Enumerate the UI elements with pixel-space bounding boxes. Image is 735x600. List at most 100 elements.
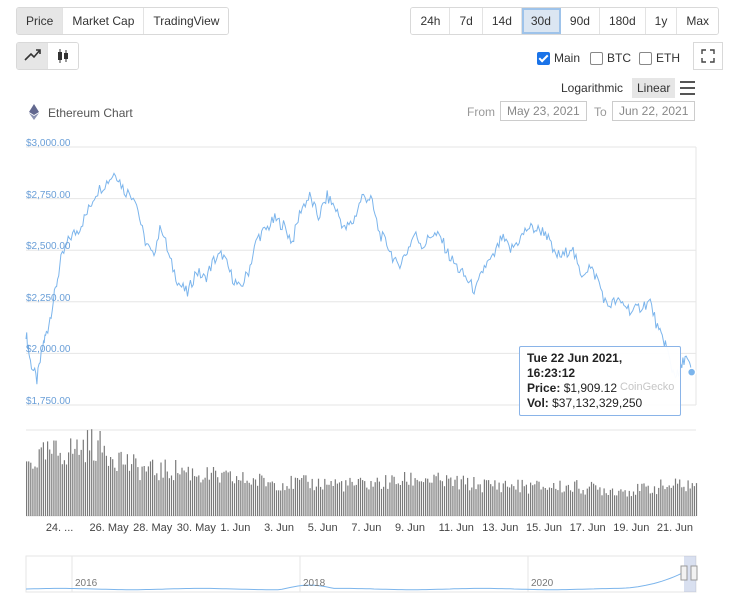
scale-linear-button[interactable]: Linear (632, 78, 676, 98)
volume-bar (534, 484, 536, 516)
fullscreen-button[interactable] (693, 42, 723, 70)
volume-bar (479, 484, 481, 516)
volume-bar (653, 486, 656, 516)
volume-bar (177, 473, 179, 516)
volume-bar (273, 483, 275, 516)
range-max-button[interactable]: Max (677, 8, 718, 34)
y-tick-label: $1,750.00 (26, 396, 71, 407)
volume-bar (517, 479, 519, 516)
navigator[interactable] (25, 555, 697, 593)
volume-bar (458, 489, 460, 516)
navigator-handle[interactable] (680, 565, 688, 581)
volume-bar (670, 487, 672, 516)
x-tick-label: 30. May (176, 522, 216, 534)
compare-eth[interactable]: ETH (639, 51, 680, 65)
compare-main[interactable]: Main (537, 51, 580, 65)
volume-bar (162, 477, 164, 516)
navigator-selection[interactable] (684, 556, 696, 592)
volume-bar (416, 479, 418, 516)
volume-bar (208, 479, 210, 516)
volume-bar (431, 482, 433, 516)
x-tick-label: 13. Jun (482, 522, 519, 534)
tab-market-cap[interactable]: Market Cap (63, 8, 145, 34)
volume-bar (576, 480, 578, 516)
volume-bar (343, 491, 345, 516)
volume-bar (267, 482, 269, 516)
volume-bar (154, 475, 156, 516)
range-180d-button[interactable]: 180d (599, 8, 646, 34)
volume-bar (553, 483, 555, 516)
volume-bar (351, 481, 353, 516)
volume-bar (485, 480, 488, 516)
range-7d-button[interactable]: 7d (450, 8, 483, 34)
volume-bar (242, 472, 244, 516)
x-tick-label: 1. Jun (220, 522, 251, 534)
volume-bar (525, 484, 527, 516)
to-date-input[interactable]: Jun 22, 2021 (612, 101, 696, 121)
volume-bar (294, 477, 296, 516)
volume-bar (420, 481, 422, 516)
volume-bar (599, 487, 601, 516)
volume-bar (425, 478, 427, 516)
range-24h-button[interactable]: 24h (411, 8, 451, 34)
from-date-input[interactable]: May 23, 2021 (500, 101, 587, 121)
range-90d-button[interactable]: 90d (560, 8, 600, 34)
volume-bar (429, 482, 431, 516)
volume-bar (601, 495, 603, 516)
menu-icon[interactable] (680, 81, 695, 95)
range-14d-button[interactable]: 14d (482, 8, 522, 34)
volume-bar (313, 490, 315, 516)
volume-bar (187, 466, 189, 516)
tab-price[interactable]: Price (17, 8, 64, 34)
volume-bar (271, 481, 273, 516)
volume-bar (32, 468, 34, 516)
volume-bar (299, 479, 301, 516)
volume-bar (82, 439, 84, 516)
volume-bar (467, 477, 469, 516)
candlestick-button[interactable] (48, 43, 78, 69)
checkbox-btc[interactable] (590, 51, 603, 65)
volume-bar (588, 486, 590, 516)
volume-bar (563, 491, 565, 516)
checkbox-eth[interactable] (639, 51, 652, 65)
volume-bar (509, 487, 511, 516)
volume-bar (133, 454, 135, 516)
volume-bar (519, 492, 521, 516)
volume-bar (452, 486, 454, 516)
checkbox-main[interactable] (537, 51, 550, 65)
volume-bar (422, 482, 425, 516)
volume-bar (410, 472, 412, 516)
x-tick-label: 24. ... (45, 522, 74, 534)
volume-bar (548, 487, 551, 516)
volume-bar (103, 445, 105, 516)
volume-bar (244, 483, 246, 516)
range-30d-button[interactable]: 30d (521, 8, 561, 34)
to-label: To (594, 105, 607, 119)
volume-bar (137, 467, 139, 516)
y-tick-label: $2,750.00 (26, 189, 71, 201)
x-tick-label: 17. Jun (569, 522, 606, 534)
volume-bar (116, 471, 118, 516)
volume-bar (118, 452, 120, 516)
volume-bar (580, 493, 582, 516)
range-1y-button[interactable]: 1y (645, 8, 678, 34)
scale-logarithmic-button[interactable]: Logarithmic (561, 81, 624, 95)
volume-bar (538, 481, 540, 516)
tab-tradingview[interactable]: TradingView (144, 8, 229, 34)
compare-btc[interactable]: BTC (590, 51, 631, 65)
navigator-handle[interactable] (690, 565, 698, 581)
volume-bar (170, 475, 173, 516)
volume-bar (481, 492, 483, 516)
x-tick-label: 7. Jun (351, 522, 382, 534)
volume-bar (317, 478, 320, 516)
volume-bar (681, 487, 683, 516)
volume-bar (624, 490, 626, 516)
volume-bar (311, 478, 313, 516)
volume-bar (194, 476, 196, 516)
volume-bar (196, 476, 198, 516)
volume-bar (651, 492, 653, 516)
volume-bar (618, 490, 620, 516)
volume-bar (595, 485, 597, 516)
line-chart-button[interactable] (17, 43, 48, 69)
